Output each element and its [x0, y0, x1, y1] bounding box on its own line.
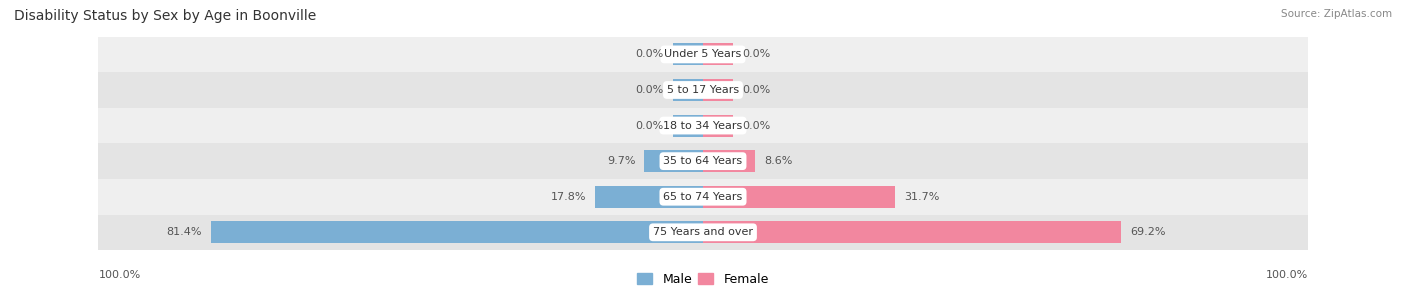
Text: 0.0%: 0.0% — [742, 85, 770, 95]
Text: 35 to 64 Years: 35 to 64 Years — [664, 156, 742, 166]
Bar — [98, 108, 1308, 143]
Bar — [98, 72, 1308, 108]
Text: 8.6%: 8.6% — [763, 156, 793, 166]
Bar — [98, 179, 1308, 214]
Bar — [703, 115, 734, 137]
Bar — [644, 150, 703, 172]
Text: 0.0%: 0.0% — [636, 85, 664, 95]
Text: 18 to 34 Years: 18 to 34 Years — [664, 120, 742, 131]
Legend: Male, Female: Male, Female — [633, 268, 773, 291]
Bar — [703, 186, 894, 208]
Bar — [98, 214, 1308, 250]
Text: 0.0%: 0.0% — [636, 120, 664, 131]
Text: 69.2%: 69.2% — [1130, 227, 1166, 237]
Text: 100.0%: 100.0% — [98, 270, 141, 280]
Text: 75 Years and over: 75 Years and over — [652, 227, 754, 237]
Bar — [672, 43, 703, 66]
Bar — [672, 79, 703, 101]
Text: Under 5 Years: Under 5 Years — [665, 49, 741, 59]
Bar — [703, 79, 734, 101]
Bar — [211, 221, 703, 243]
Text: Disability Status by Sex by Age in Boonville: Disability Status by Sex by Age in Boonv… — [14, 9, 316, 23]
Bar — [98, 143, 1308, 179]
Text: 31.7%: 31.7% — [904, 192, 939, 202]
Bar — [98, 37, 1308, 72]
Text: 100.0%: 100.0% — [1265, 270, 1308, 280]
Text: 5 to 17 Years: 5 to 17 Years — [666, 85, 740, 95]
Bar — [672, 115, 703, 137]
Text: 81.4%: 81.4% — [166, 227, 202, 237]
Text: 65 to 74 Years: 65 to 74 Years — [664, 192, 742, 202]
Text: Source: ZipAtlas.com: Source: ZipAtlas.com — [1281, 9, 1392, 19]
Bar — [703, 150, 755, 172]
Bar — [703, 43, 734, 66]
Bar — [595, 186, 703, 208]
Text: 0.0%: 0.0% — [742, 120, 770, 131]
Text: 9.7%: 9.7% — [607, 156, 636, 166]
Text: 0.0%: 0.0% — [742, 49, 770, 59]
Text: 0.0%: 0.0% — [636, 49, 664, 59]
Bar — [703, 221, 1122, 243]
Text: 17.8%: 17.8% — [551, 192, 586, 202]
